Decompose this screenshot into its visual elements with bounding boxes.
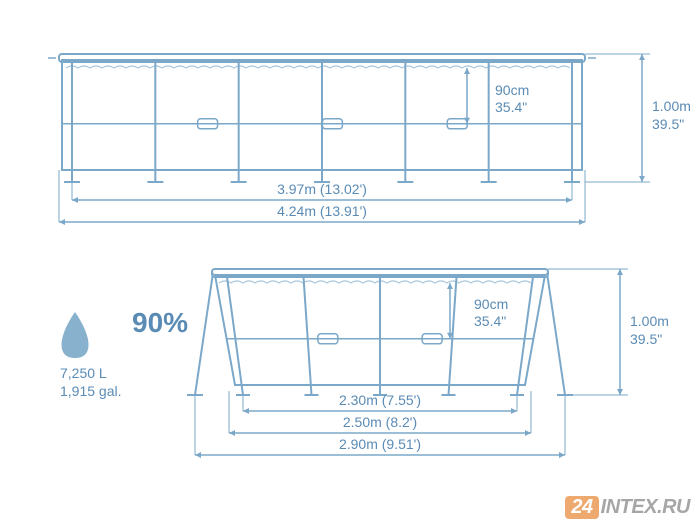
watermark-badge: 24 [565,496,598,519]
watermark-text: INTEX.RU [601,496,690,518]
svg-text:39.5": 39.5" [652,116,684,132]
watermark: 24INTEX.RU [565,496,690,519]
svg-text:90cm: 90cm [495,82,529,98]
svg-text:7,250 L: 7,250 L [60,365,107,381]
capacity-block [62,312,89,358]
svg-text:1,915 gal.: 1,915 gal. [60,383,122,399]
svg-text:2.30m (7.55'): 2.30m (7.55') [339,392,421,408]
svg-text:2.90m (9.51'): 2.90m (9.51') [339,436,421,452]
svg-text:4.24m (13.91'): 4.24m (13.91') [277,203,367,219]
side-elevation [187,269,573,395]
svg-text:1.00m: 1.00m [652,98,691,114]
svg-text:1.00m: 1.00m [630,313,669,329]
svg-text:90%: 90% [132,307,188,338]
svg-text:35.4": 35.4" [474,313,506,329]
svg-text:3.97m (13.02'): 3.97m (13.02') [277,181,367,197]
svg-text:2.50m (8.2'): 2.50m (8.2') [343,414,417,430]
svg-text:39.5": 39.5" [630,331,662,347]
svg-text:90cm: 90cm [474,296,508,312]
svg-text:35.4": 35.4" [495,99,527,115]
